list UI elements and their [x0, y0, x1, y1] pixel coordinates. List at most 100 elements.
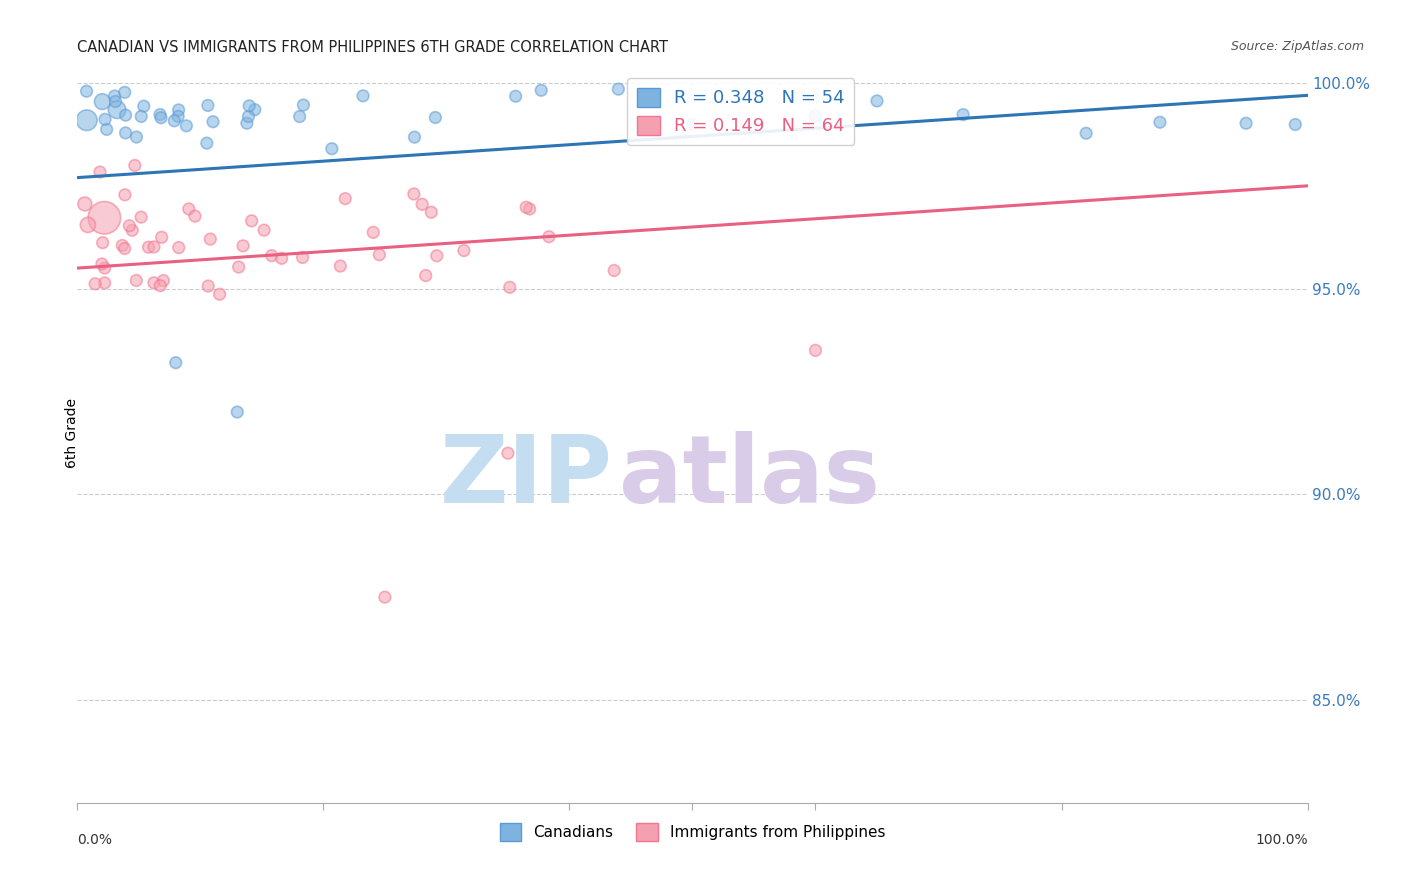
Point	[505, 89, 527, 103]
Point	[426, 249, 449, 263]
Point	[114, 187, 136, 202]
Point	[537, 229, 560, 244]
Point	[176, 119, 198, 133]
Point	[411, 197, 433, 211]
Point	[167, 103, 190, 117]
Text: 0.0%: 0.0%	[77, 832, 112, 847]
Point	[1149, 115, 1171, 129]
Text: atlas: atlas	[619, 431, 880, 523]
Point	[114, 126, 136, 140]
Legend: Canadians, Immigrants from Philippines: Canadians, Immigrants from Philippines	[494, 817, 891, 847]
Point	[93, 260, 115, 275]
Point	[124, 158, 146, 172]
Point	[201, 114, 224, 128]
Point	[321, 142, 343, 156]
Point	[167, 241, 190, 255]
Point	[420, 205, 443, 219]
Point	[91, 95, 114, 109]
Point	[149, 278, 172, 293]
Point	[129, 210, 152, 224]
Point	[804, 343, 827, 358]
Point	[208, 287, 231, 301]
Point	[94, 112, 117, 127]
Y-axis label: 6th Grade: 6th Grade	[65, 398, 79, 467]
Point	[76, 113, 98, 128]
Point	[96, 122, 118, 136]
Point	[238, 110, 260, 124]
Point	[952, 107, 974, 121]
Point	[104, 95, 127, 109]
Point	[121, 223, 143, 237]
Point	[114, 86, 136, 100]
Point	[93, 211, 115, 225]
Point	[270, 252, 292, 266]
Point	[404, 130, 426, 145]
Point	[167, 109, 190, 123]
Point	[228, 260, 250, 274]
Point	[329, 259, 352, 273]
Point	[104, 89, 127, 103]
Point	[114, 108, 136, 122]
Text: CANADIAN VS IMMIGRANTS FROM PHILIPPINES 6TH GRADE CORRELATION CHART: CANADIAN VS IMMIGRANTS FROM PHILIPPINES …	[77, 40, 668, 55]
Point	[361, 225, 384, 239]
Point	[402, 186, 425, 201]
Point	[1284, 118, 1306, 132]
Point	[111, 238, 134, 252]
Point	[415, 268, 437, 283]
Point	[292, 98, 315, 112]
Point	[91, 235, 114, 250]
Point	[195, 136, 218, 150]
Point	[866, 94, 889, 108]
Point	[76, 84, 98, 98]
Point	[368, 248, 391, 262]
Point	[1076, 126, 1098, 140]
Text: ZIP: ZIP	[440, 431, 613, 523]
Point	[335, 192, 357, 206]
Point	[240, 214, 263, 228]
Point	[453, 244, 475, 258]
Point	[1234, 116, 1257, 130]
Point	[232, 239, 254, 253]
Point	[499, 280, 522, 294]
Point	[125, 130, 148, 145]
Point	[496, 446, 519, 460]
Point	[149, 107, 172, 121]
Point	[165, 356, 187, 370]
Point	[226, 405, 249, 419]
Point	[184, 209, 207, 223]
Point	[607, 82, 630, 96]
Point	[150, 230, 173, 244]
Point	[243, 103, 266, 117]
Point	[77, 218, 100, 232]
Point	[425, 111, 447, 125]
Point	[291, 251, 314, 265]
Point	[90, 257, 112, 271]
Point	[129, 110, 152, 124]
Point	[138, 240, 160, 254]
Point	[89, 165, 111, 179]
Point	[603, 263, 626, 277]
Point	[125, 273, 148, 287]
Point	[150, 111, 173, 125]
Point	[177, 202, 200, 216]
Text: Source: ZipAtlas.com: Source: ZipAtlas.com	[1230, 40, 1364, 54]
Point	[132, 99, 155, 113]
Point	[152, 274, 174, 288]
Point	[519, 202, 541, 216]
Point	[238, 99, 260, 113]
Point	[163, 113, 186, 128]
Point	[374, 590, 396, 604]
Point	[197, 98, 219, 112]
Point	[260, 249, 283, 263]
Point	[142, 276, 165, 290]
Point	[93, 276, 115, 290]
Point	[73, 197, 96, 211]
Point	[288, 110, 311, 124]
Point	[143, 240, 166, 254]
Point	[253, 223, 276, 237]
Point	[530, 83, 553, 97]
Point	[352, 88, 374, 103]
Point	[84, 277, 107, 291]
Point	[197, 279, 219, 293]
Point	[114, 242, 136, 256]
